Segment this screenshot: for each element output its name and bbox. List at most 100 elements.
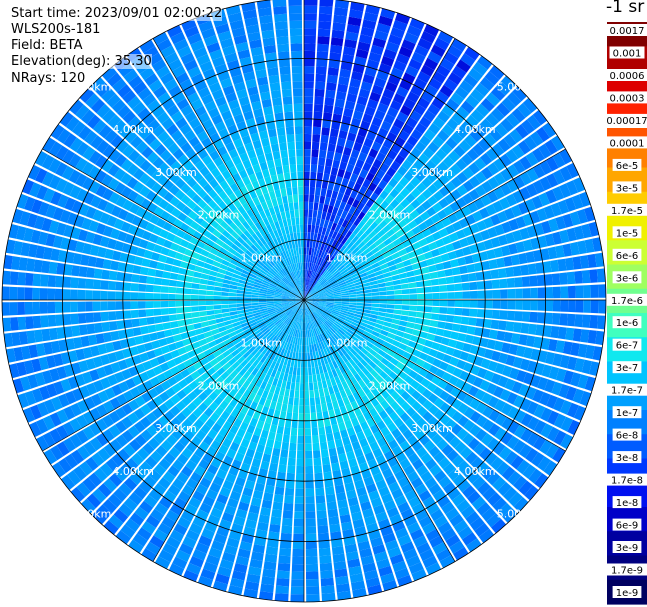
- range-gate: [321, 592, 336, 602]
- range-gate: [261, 281, 270, 287]
- range-gate: [225, 176, 236, 186]
- range-gate: [216, 322, 225, 328]
- range-gate: [394, 154, 405, 165]
- range-gate: [311, 427, 319, 436]
- range-gate: [169, 172, 181, 184]
- range-gate: [378, 258, 387, 266]
- range-gate: [433, 190, 444, 202]
- range-gate: [294, 313, 299, 322]
- range-gate: [374, 353, 384, 362]
- range-gate: [364, 300, 372, 304]
- range-gate: [362, 312, 371, 318]
- range-gate: [289, 297, 297, 300]
- range-gate: [220, 38, 234, 49]
- range-gate: [406, 25, 422, 38]
- range-gate: [191, 435, 202, 447]
- range-gate: [77, 289, 86, 300]
- range-gate: [293, 405, 299, 414]
- range-gate: [194, 328, 204, 335]
- range-gate: [415, 122, 427, 135]
- range-gate: [333, 431, 342, 441]
- range-gate: [171, 265, 180, 274]
- range-gate: [219, 220, 229, 230]
- range-gate: [352, 518, 365, 529]
- range-gate: [345, 230, 353, 239]
- range-gate: [299, 285, 302, 293]
- range-gate: [431, 285, 440, 293]
- range-gate: [221, 110, 233, 121]
- range-gate: [235, 476, 246, 487]
- range-gate: [188, 117, 201, 129]
- range-gate: [290, 328, 295, 336]
- range-gate: [418, 367, 429, 378]
- range-gate: [79, 88, 95, 103]
- range-gate: [540, 248, 550, 261]
- range-gate: [184, 25, 200, 38]
- range-gate: [190, 39, 205, 52]
- range-gate: [129, 346, 139, 356]
- range-gate: [147, 324, 157, 333]
- range-gate: [339, 405, 348, 415]
- range-gate: [483, 133, 497, 147]
- range-gate: [209, 324, 218, 331]
- range-gate: [409, 209, 420, 220]
- range-gate: [106, 215, 118, 227]
- range-gate: [393, 309, 402, 315]
- range-gate: [405, 65, 419, 78]
- range-gate: [228, 296, 237, 300]
- range-gate: [243, 414, 252, 425]
- range-gate: [358, 324, 367, 331]
- range-gate: [192, 317, 201, 324]
- range-gate: [506, 277, 515, 288]
- range-gate: [103, 520, 119, 535]
- range-gate: [116, 393, 128, 406]
- range-gate: [432, 202, 443, 213]
- range-gate: [260, 91, 271, 101]
- elevation-label: Elevation(deg): 35.30: [11, 54, 152, 69]
- range-gate: [259, 304, 267, 308]
- range-gate: [250, 244, 259, 252]
- range-gate: [305, 548, 318, 557]
- range-gate: [543, 205, 555, 219]
- range-gate: [313, 359, 319, 367]
- range-gate: [13, 240, 23, 256]
- range-gate: [411, 226, 422, 235]
- range-gate: [304, 285, 307, 293]
- range-gate: [319, 267, 325, 275]
- range-gate: [206, 42, 221, 54]
- colorbar-label-bg: [612, 361, 642, 374]
- range-gate: [486, 249, 496, 260]
- range-gate: [189, 257, 198, 265]
- colorbar: 0.00170.0010.00060.00030.000170.00016e-5…: [603, 22, 647, 605]
- range-gate: [364, 569, 379, 581]
- range-gate: [157, 174, 169, 186]
- range-gate: [422, 555, 438, 569]
- range-gate: [321, 323, 328, 331]
- range-gate: [277, 283, 285, 289]
- range-gate: [385, 81, 398, 93]
- range-gate: [304, 322, 306, 331]
- range-gate: [85, 93, 100, 108]
- range-gate: [59, 209, 71, 223]
- range-gate: [264, 446, 273, 456]
- range-gate: [343, 108, 354, 118]
- range-gate: [159, 427, 171, 439]
- range-gate: [161, 516, 176, 529]
- range-gate: [399, 320, 408, 327]
- range-gate: [129, 245, 139, 256]
- range-gate: [392, 224, 402, 233]
- range-gate: [309, 289, 316, 296]
- range-gate: [310, 313, 315, 321]
- range-gate: [455, 158, 468, 171]
- range-gate: [107, 301, 116, 311]
- range-gate: [198, 254, 208, 263]
- range-gate: [122, 301, 131, 310]
- range-gate: [243, 340, 252, 348]
- range-gate: [344, 387, 352, 397]
- range-gate: [506, 179, 519, 193]
- range-gate: [371, 303, 380, 308]
- range-gate: [289, 296, 297, 299]
- range-gate: [201, 27, 216, 40]
- range-gate: [468, 67, 483, 82]
- range-gate: [305, 269, 307, 278]
